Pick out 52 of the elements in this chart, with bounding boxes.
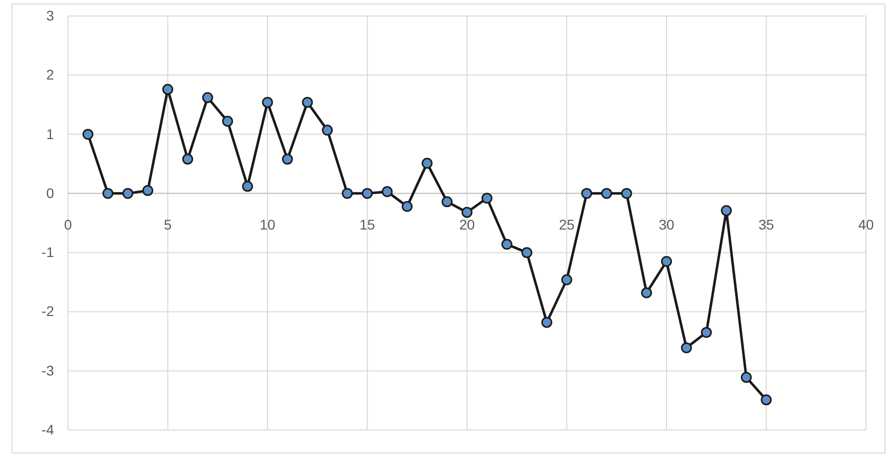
point xyxy=(462,206,472,218)
point xyxy=(581,188,592,199)
point xyxy=(202,92,214,104)
point xyxy=(442,196,453,208)
x-tick-label: 20 xyxy=(459,216,475,232)
point xyxy=(661,256,672,267)
point xyxy=(680,342,692,354)
y-tick-label: -1 xyxy=(42,244,54,260)
point xyxy=(282,154,293,165)
y-tick-label: 3 xyxy=(46,7,54,24)
y-tick-label: 0 xyxy=(46,184,54,201)
point xyxy=(222,116,234,127)
y-tick-label: -2 xyxy=(42,303,54,320)
y-tick-label: 1 xyxy=(46,126,54,142)
y-tick-label: -3 xyxy=(42,362,54,378)
point xyxy=(760,394,772,406)
y-tick-label: -4 xyxy=(42,421,54,438)
point xyxy=(601,188,612,199)
x-tick-label: 40 xyxy=(858,216,874,232)
x-tick-label: 5 xyxy=(164,216,172,232)
point xyxy=(481,192,492,204)
point xyxy=(621,188,632,199)
x-tick-label: 30 xyxy=(658,216,674,232)
y-tick-label: 2 xyxy=(46,66,54,83)
point xyxy=(302,96,313,108)
point xyxy=(122,188,134,199)
x-tick-label: 35 xyxy=(758,216,774,232)
point xyxy=(561,274,572,286)
point xyxy=(82,128,94,140)
x-tick-label: 0 xyxy=(64,216,72,232)
x-tick-label: 25 xyxy=(558,216,575,232)
point xyxy=(641,287,652,298)
point xyxy=(521,247,532,258)
point xyxy=(541,316,552,328)
x-tick-label: 15 xyxy=(359,216,376,232)
x-tick-label: 10 xyxy=(260,216,276,232)
point xyxy=(102,188,114,199)
point xyxy=(262,96,273,108)
point xyxy=(162,84,174,95)
point xyxy=(501,238,512,250)
point xyxy=(182,154,194,165)
point xyxy=(322,124,333,136)
point xyxy=(402,200,413,212)
point xyxy=(740,372,752,383)
point xyxy=(142,185,154,196)
point xyxy=(720,205,732,216)
point xyxy=(342,188,353,199)
point xyxy=(422,158,433,169)
point xyxy=(242,180,254,192)
point xyxy=(382,186,393,198)
point xyxy=(700,326,712,338)
point xyxy=(362,188,373,199)
